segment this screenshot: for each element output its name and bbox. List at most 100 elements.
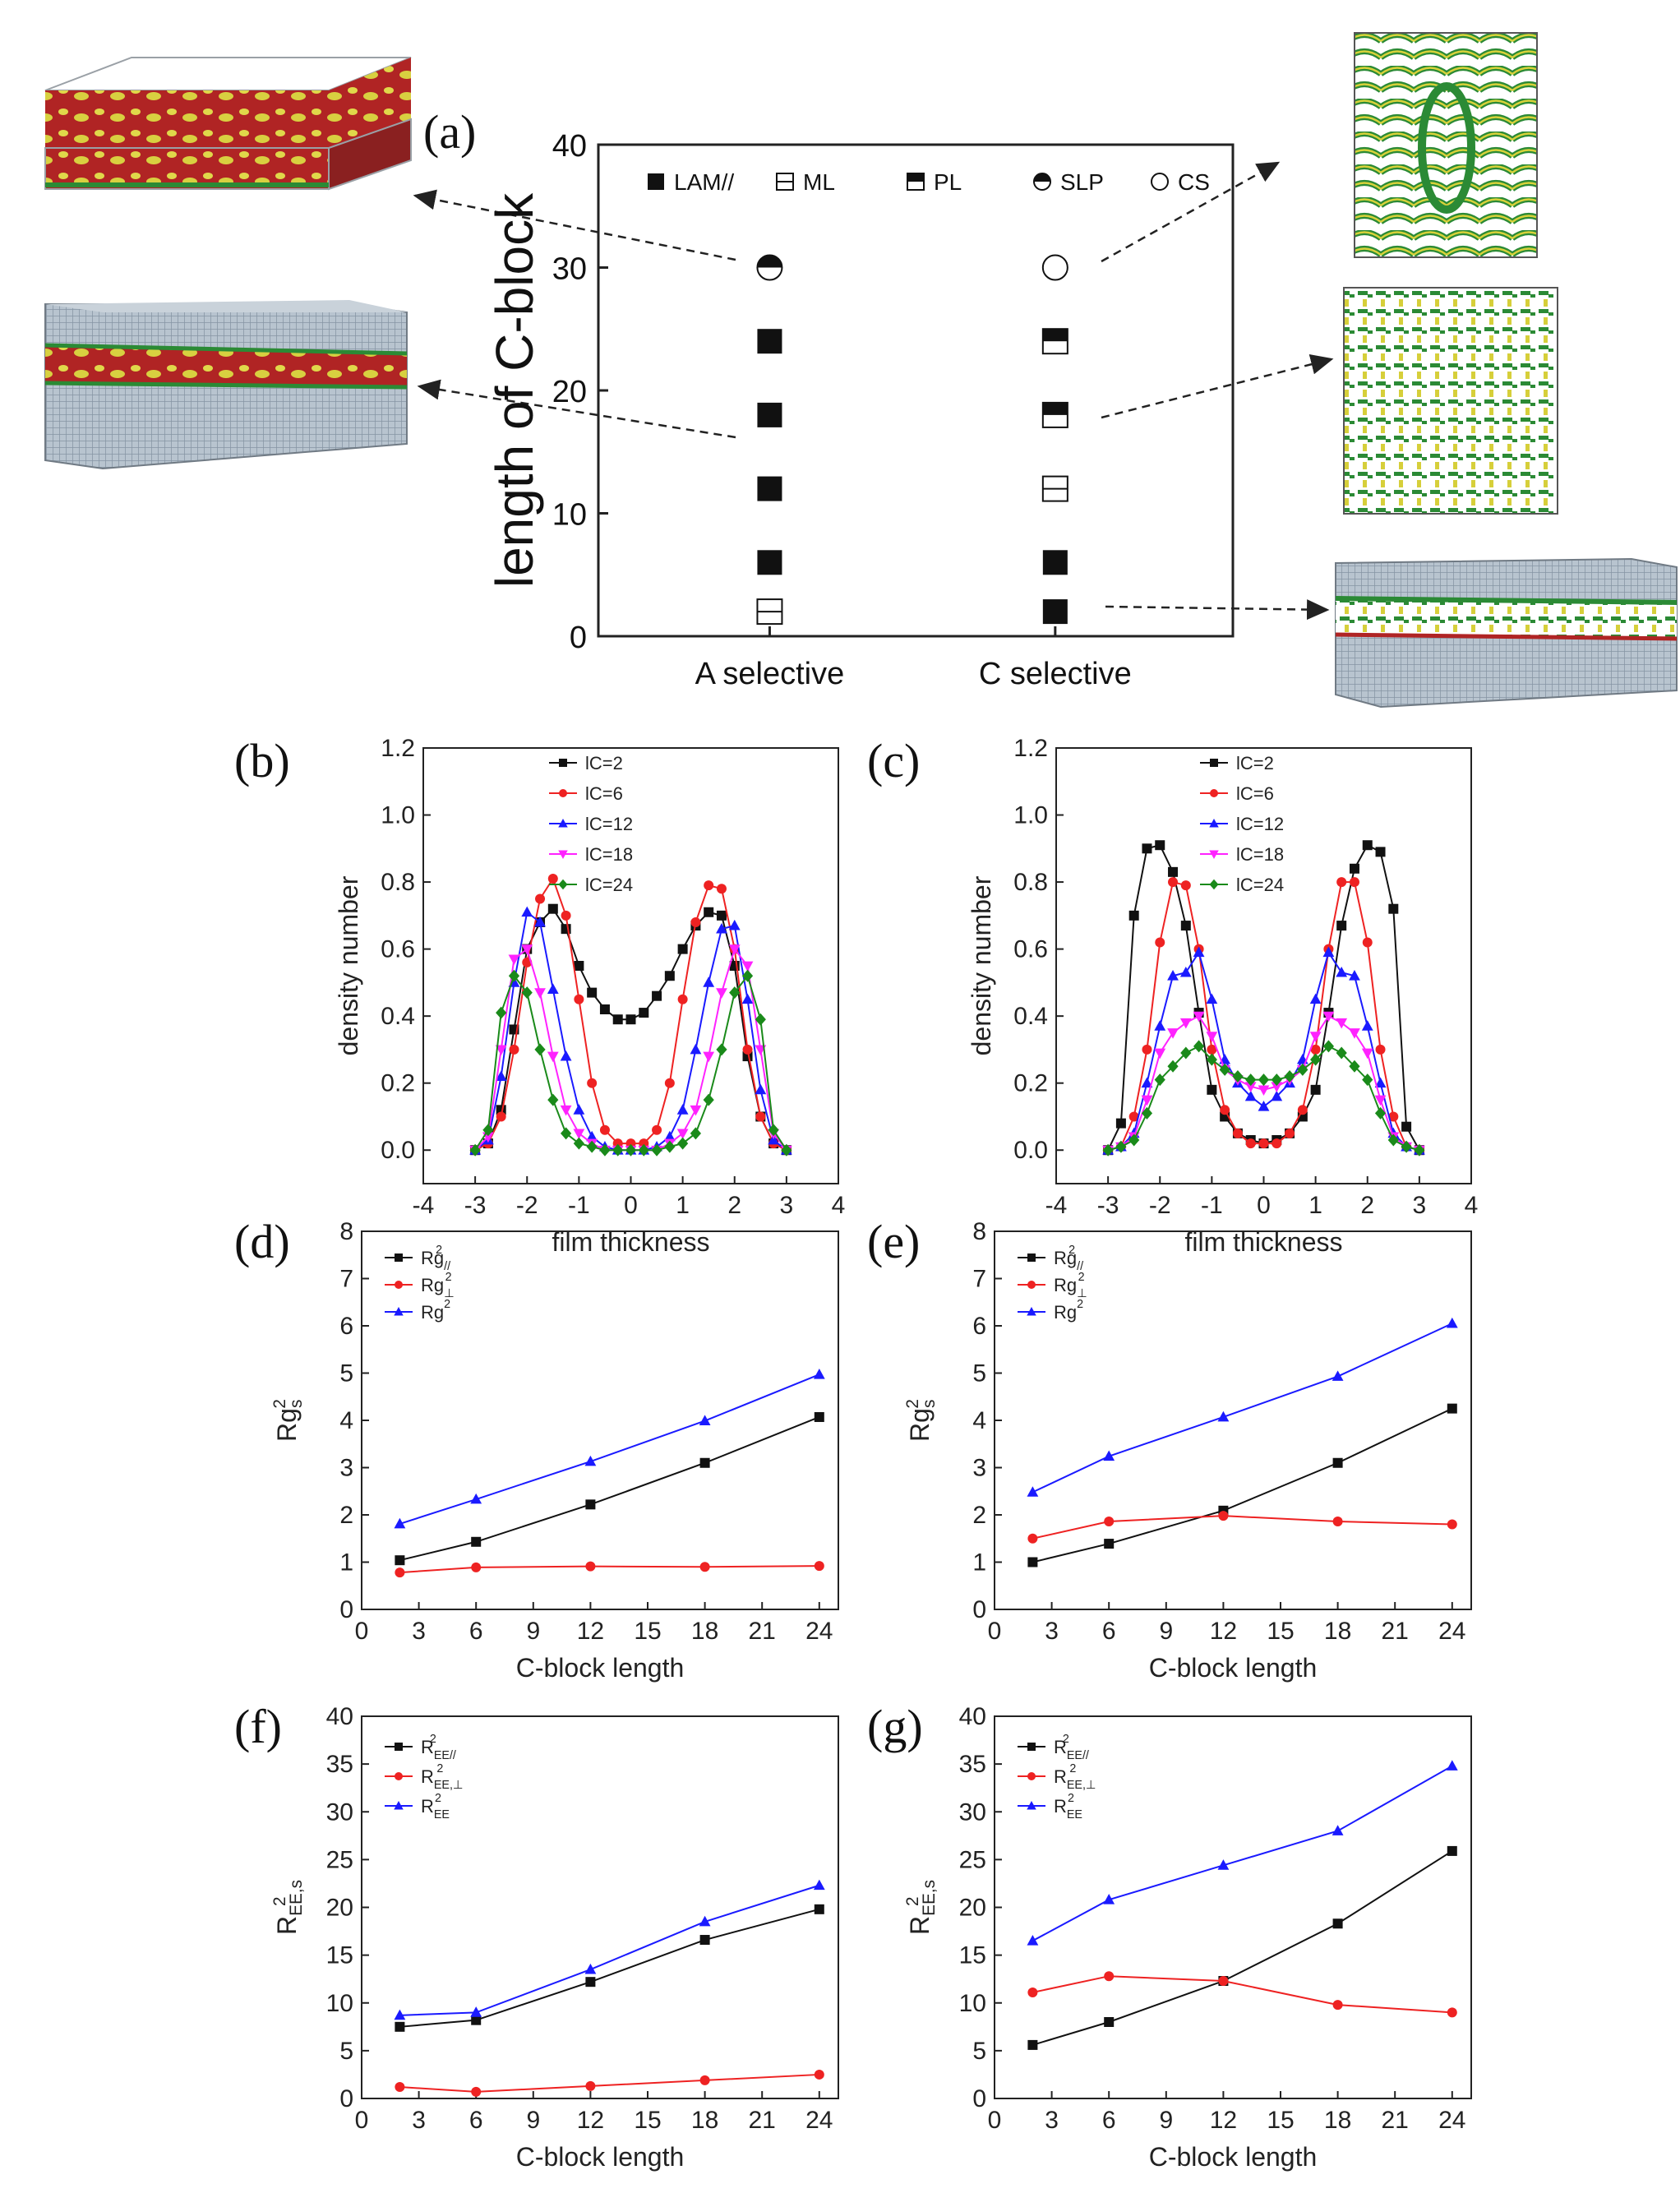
data-point	[690, 1105, 702, 1116]
series-line	[1032, 1765, 1453, 1942]
data-point	[471, 1536, 482, 1547]
legend-marker	[1027, 1743, 1036, 1751]
data-point	[599, 1143, 611, 1157]
panel-label-e: (e)	[867, 1215, 920, 1268]
data-point	[1180, 1046, 1192, 1060]
data-point	[585, 1561, 596, 1572]
y-tick-label: 5	[339, 1360, 353, 1387]
data-point	[1284, 1070, 1295, 1083]
legend-marker	[776, 173, 794, 191]
x-tick-label: 15	[634, 1618, 661, 1645]
x-tick-label: -3	[1097, 1192, 1119, 1219]
data-point	[1027, 1557, 1038, 1567]
x-tick-label: 1	[676, 1192, 690, 1219]
data-point	[1232, 1070, 1244, 1083]
y-tick-label: 0.8	[381, 869, 415, 896]
arrow-slp	[413, 189, 736, 261]
data-point	[699, 1915, 711, 1927]
legend-label: lC=18	[1236, 844, 1284, 865]
data-point	[1271, 1090, 1283, 1101]
symbol-fill	[757, 255, 782, 268]
y-axis-label-group: Rgs2	[903, 1399, 939, 1442]
data-point	[814, 1411, 824, 1422]
data-point	[703, 976, 715, 987]
legend-label: REE,⊥2	[1054, 1762, 1096, 1792]
data-point	[676, 1129, 689, 1140]
x-tick-label: 6	[469, 1618, 483, 1645]
data-point	[1349, 877, 1359, 888]
data-point	[1180, 921, 1191, 931]
x-tick-label: 18	[1324, 1618, 1351, 1645]
symbol-shape	[1041, 254, 1068, 281]
data-point	[1128, 1111, 1139, 1122]
data-point	[703, 1093, 714, 1106]
data-point	[1336, 1046, 1347, 1060]
data-point	[547, 874, 558, 884]
y-axis-label-group: REE,s2	[270, 1880, 306, 1935]
data-point	[1361, 1020, 1373, 1031]
data-point	[470, 2006, 482, 2017]
snapshot-bottom-right	[1335, 557, 1678, 709]
data-point	[521, 986, 533, 1000]
x-tick-label: 1	[1308, 1192, 1322, 1219]
x-tick-label: -2	[516, 1192, 538, 1219]
data-point	[521, 944, 533, 955]
data-point	[1332, 1517, 1343, 1527]
data-point	[1374, 1077, 1387, 1088]
data-point	[1362, 937, 1373, 948]
data-point	[1310, 1044, 1321, 1055]
x-tick-label: 15	[1267, 1618, 1294, 1645]
data-point	[1115, 1118, 1126, 1129]
data-point	[1309, 1032, 1322, 1042]
data-point	[1141, 1095, 1153, 1106]
arrow-cs	[1101, 161, 1281, 263]
data-point	[599, 1124, 610, 1135]
legend-marker	[1027, 1307, 1036, 1316]
data-point	[1349, 1028, 1360, 1039]
data-point	[584, 1963, 597, 1974]
data-point	[1322, 1040, 1335, 1053]
data-point	[1447, 1519, 1457, 1530]
data-point	[1206, 1032, 1218, 1042]
data-point	[394, 1517, 406, 1529]
data-point	[547, 1093, 559, 1106]
legend-marker	[558, 850, 568, 859]
y-tick-label: 1.2	[1013, 735, 1048, 762]
y-tick-label: 1	[339, 1549, 353, 1577]
x-tick-label: -4	[413, 1192, 435, 1219]
legend-label: lC=2	[585, 753, 623, 773]
data-point	[1388, 1111, 1399, 1122]
legend-label: ML	[803, 169, 835, 195]
legend-label: REE2	[421, 1792, 450, 1821]
data-point	[1332, 1918, 1343, 1929]
data-point	[1041, 328, 1068, 355]
y-tick-label: 40	[326, 1703, 353, 1730]
x-tick-label: -4	[1045, 1192, 1068, 1219]
data-point	[573, 1137, 584, 1150]
data-point	[814, 1904, 824, 1914]
x-tick-label: 24	[805, 1618, 833, 1645]
y-tick-label: 2	[972, 1502, 986, 1529]
x-tick-label: 24	[1438, 2107, 1465, 2134]
data-point	[1297, 1105, 1308, 1115]
x-tick-label: -2	[1149, 1192, 1171, 1219]
data-point	[1361, 1048, 1373, 1060]
y-tick-label: 0	[972, 2085, 986, 2112]
data-point	[813, 1879, 825, 1891]
y-tick-label: 30	[959, 1798, 986, 1826]
legend-marker	[648, 173, 664, 190]
y-tick-label: 0.2	[381, 1070, 415, 1097]
x-tick-label: 3	[780, 1192, 794, 1219]
y-tick-label: 25	[959, 1846, 986, 1873]
data-point	[534, 1043, 546, 1056]
data-point	[1258, 1085, 1270, 1096]
data-point	[560, 1105, 572, 1116]
y-tick-label: 1.0	[1013, 802, 1048, 829]
legend-label: lC=6	[1236, 783, 1274, 804]
data-point	[757, 476, 782, 501]
data-point	[699, 1562, 710, 1572]
y-tick-label: 1.0	[381, 802, 415, 829]
y-tick-label: 0.4	[1013, 1003, 1048, 1030]
